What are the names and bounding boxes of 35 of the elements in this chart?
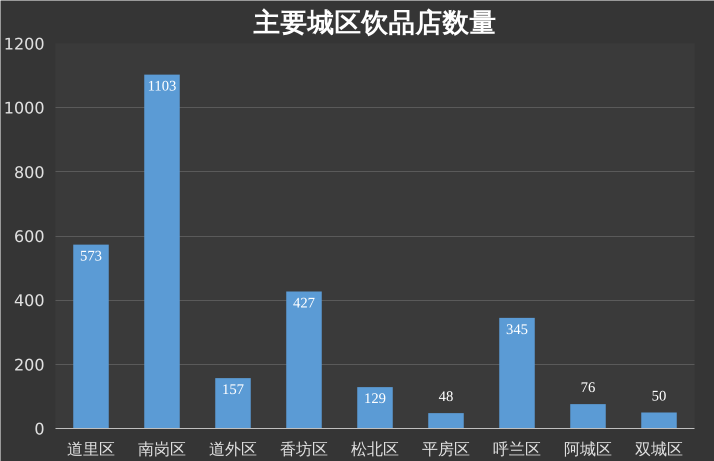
y-tick-label: 1200 <box>4 34 44 54</box>
bar <box>499 318 535 428</box>
data-label: 157 <box>222 382 244 398</box>
y-tick-label: 1000 <box>4 98 44 118</box>
x-tick-label: 道里区 <box>67 440 115 458</box>
data-label: 427 <box>293 296 315 312</box>
y-tick-label: 0 <box>34 420 45 438</box>
bar <box>73 244 109 428</box>
bar <box>428 413 464 428</box>
data-label: 573 <box>80 248 102 265</box>
bar <box>570 404 606 428</box>
x-tick-label: 松北区 <box>351 440 399 458</box>
x-tick-label: 双城区 <box>635 440 683 458</box>
data-label: 48 <box>438 389 454 406</box>
x-tick-label: 南岗区 <box>138 440 186 458</box>
y-tick-label: 200 <box>14 355 45 374</box>
y-tick-label: 600 <box>14 227 45 246</box>
data-label: 50 <box>652 388 666 404</box>
data-label: 76 <box>580 380 596 396</box>
bar <box>144 74 180 428</box>
chart-title: 主要城区饮品店数量 <box>252 8 496 38</box>
x-tick-label: 香坊区 <box>280 440 328 458</box>
data-label: 1103 <box>148 78 176 95</box>
data-label: 345 <box>506 322 528 338</box>
bar <box>357 387 393 428</box>
x-tick-label: 平房区 <box>422 440 470 458</box>
y-tick-label: 800 <box>14 162 45 182</box>
y-tick-label: 400 <box>14 291 45 310</box>
data-label: 129 <box>364 391 386 408</box>
x-tick-label: 呼兰区 <box>493 440 541 458</box>
bar <box>286 292 322 428</box>
bar <box>215 378 251 428</box>
x-tick-label: 道外区 <box>209 440 257 458</box>
bar <box>641 412 677 428</box>
x-tick-label: 阿城区 <box>564 440 612 458</box>
